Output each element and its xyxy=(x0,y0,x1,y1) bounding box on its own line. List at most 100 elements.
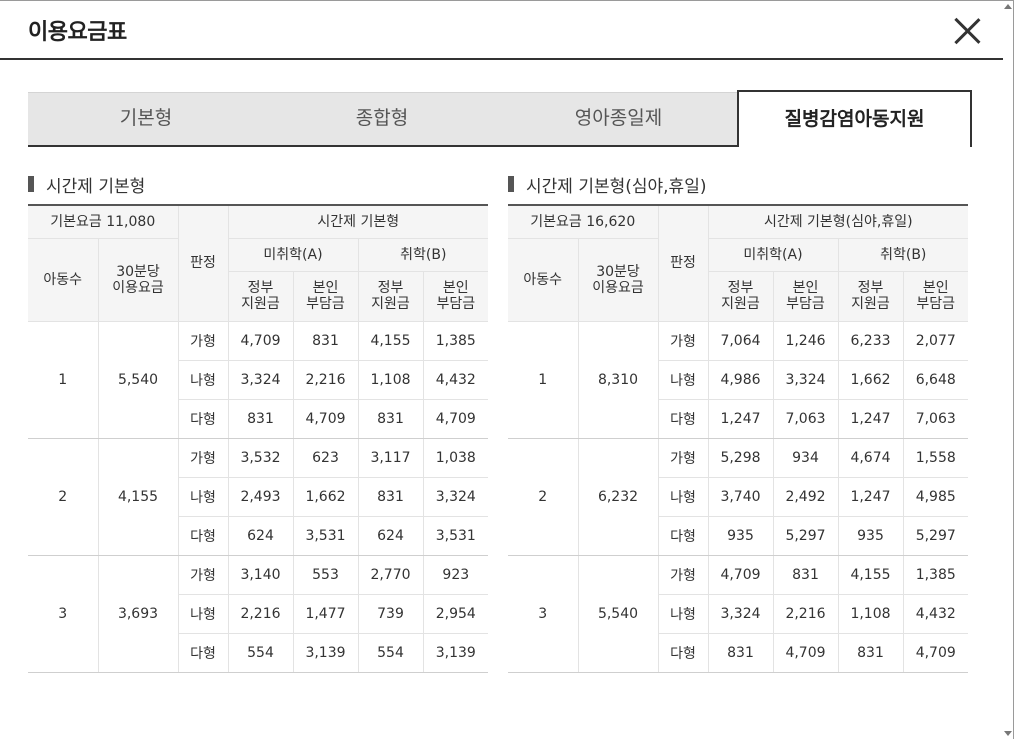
col-header-self-pay: 본인 부담금 xyxy=(902,271,968,322)
section-title-night-holiday: 시간제 기본형(심야,휴일) xyxy=(508,172,706,197)
cell-school-self: 1,385 xyxy=(902,555,968,595)
cell-preschool-self: 3,139 xyxy=(292,633,358,673)
col-header-self-pay: 본인 부담금 xyxy=(772,271,838,322)
cell-preschool-self: 1,477 xyxy=(292,594,358,634)
cell-school-gov: 831 xyxy=(837,633,903,673)
scroll-down-icon[interactable] xyxy=(1004,731,1012,736)
table-row: 2 4,155 가형 3,532 623 3,117 1,038 xyxy=(28,438,489,556)
cell-preschool-gov: 831 xyxy=(707,633,773,673)
col-header-preschool: 미취학(A) xyxy=(707,238,838,272)
cell-preschool-self: 4,709 xyxy=(292,399,358,439)
cell-grade: 나형 xyxy=(657,477,708,517)
cell-preschool-gov: 4,709 xyxy=(707,555,773,595)
cell-preschool-self: 553 xyxy=(292,555,358,595)
close-icon[interactable] xyxy=(951,15,983,47)
cell-preschool-gov: 3,740 xyxy=(707,477,773,517)
cell-grade: 가형 xyxy=(657,555,708,595)
cell-preschool-gov: 624 xyxy=(227,516,293,556)
col-header-school: 취학(B) xyxy=(837,238,968,272)
cell-school-self: 4,432 xyxy=(422,360,489,400)
tab-infant-fullday[interactable]: 영아종일제 xyxy=(574,107,663,129)
cell-school-gov: 1,662 xyxy=(837,360,903,400)
base-fee-label: 기본요금 16,620 xyxy=(508,204,658,239)
dialog-header: 이용요금표 xyxy=(0,1,1003,60)
cell-school-self: 4,709 xyxy=(902,633,968,673)
cell-grade: 다형 xyxy=(177,399,228,439)
table-row: 다형 1,247 7,063 1,247 7,063 xyxy=(508,399,968,439)
cell-school-gov: 831 xyxy=(357,477,423,517)
table-row: 3 5,540 가형 4,709 831 4,155 1,385 xyxy=(508,555,968,673)
table-row: 나형 2,493 1,662 831 3,324 xyxy=(28,477,489,517)
cell-grade: 가형 xyxy=(177,321,228,361)
cell-school-gov: 1,247 xyxy=(837,477,903,517)
cell-preschool-gov: 2,216 xyxy=(227,594,293,634)
tab-sick-child-support[interactable]: 질병감염아동지원 xyxy=(737,90,972,147)
cell-rate: 5,540 xyxy=(577,555,658,673)
table-row: 1 8,310 가형 7,064 1,246 6,233 2,077 xyxy=(508,321,968,439)
cell-school-gov: 624 xyxy=(357,516,423,556)
cell-preschool-self: 3,531 xyxy=(292,516,358,556)
col-header-judgement: 판정 xyxy=(177,204,228,322)
fee-table-night-holiday: 기본요금 16,620 판정 시간제 기본형(심야,휴일) 아동수 30분당 이용요금 미… xyxy=(508,204,968,673)
cell-grade: 나형 xyxy=(177,360,228,400)
col-header-judgement: 판정 xyxy=(657,204,708,322)
cell-preschool-self: 2,216 xyxy=(772,594,838,634)
section-title-basic: 시간제 기본형 xyxy=(28,172,145,197)
cell-children: 3 xyxy=(508,555,578,673)
tab-basic[interactable]: 기본형 xyxy=(119,107,173,129)
table-row: 2 6,232 가형 5,298 934 4,674 1,558 xyxy=(508,438,968,556)
cell-school-self: 2,077 xyxy=(902,321,968,361)
cell-school-self: 1,038 xyxy=(422,438,489,478)
col-header-gov-subsidy: 정부 지원금 xyxy=(357,271,423,322)
cell-grade: 가형 xyxy=(177,555,228,595)
cell-grade: 가형 xyxy=(657,321,708,361)
fee-table-basic: 기본요금 11,080 판정 시간제 기본형 아동수 30분당 이용요금 미취학(A) 취학… xyxy=(28,204,489,673)
tab-comprehensive[interactable]: 종합형 xyxy=(355,107,409,129)
cell-preschool-gov: 935 xyxy=(707,516,773,556)
cell-preschool-gov: 3,324 xyxy=(707,594,773,634)
cell-school-gov: 6,233 xyxy=(837,321,903,361)
table-row: 다형 624 3,531 624 3,531 xyxy=(28,516,489,556)
base-fee-label: 기본요금 11,080 xyxy=(28,204,178,239)
cell-rate: 4,155 xyxy=(97,438,178,556)
col-header-self-pay: 본인 부담금 xyxy=(422,271,489,322)
cell-rate: 8,310 xyxy=(577,321,658,439)
scroll-up-icon[interactable] xyxy=(1004,4,1012,9)
table-row: 다형 554 3,139 554 3,139 xyxy=(28,633,489,673)
cell-preschool-gov: 3,532 xyxy=(227,438,293,478)
cell-preschool-self: 4,709 xyxy=(772,633,838,673)
cell-preschool-self: 3,324 xyxy=(772,360,838,400)
table-row: 다형 831 4,709 831 4,709 xyxy=(508,633,968,673)
cell-school-self: 2,954 xyxy=(422,594,489,634)
col-header-gov-subsidy: 정부 지원금 xyxy=(707,271,773,322)
cell-preschool-self: 5,297 xyxy=(772,516,838,556)
cell-preschool-self: 1,662 xyxy=(292,477,358,517)
cell-preschool-gov: 2,493 xyxy=(227,477,293,517)
cell-school-self: 923 xyxy=(422,555,489,595)
cell-school-gov: 4,155 xyxy=(357,321,423,361)
cell-grade: 나형 xyxy=(657,594,708,634)
col-header-children: 아동수 xyxy=(508,238,578,322)
cell-preschool-gov: 5,298 xyxy=(707,438,773,478)
cell-grade: 가형 xyxy=(657,438,708,478)
cell-school-self: 1,385 xyxy=(422,321,489,361)
cell-rate: 6,232 xyxy=(577,438,658,556)
col-header-gov-subsidy: 정부 지원금 xyxy=(837,271,903,322)
cell-grade: 다형 xyxy=(657,633,708,673)
cell-grade: 나형 xyxy=(657,360,708,400)
col-header-preschool: 미취학(A) xyxy=(227,238,358,272)
dialog-title: 이용요금표 xyxy=(28,20,127,45)
cell-preschool-self: 934 xyxy=(772,438,838,478)
table-row: 나형 3,740 2,492 1,247 4,985 xyxy=(508,477,968,517)
cell-school-gov: 1,108 xyxy=(837,594,903,634)
cell-grade: 다형 xyxy=(177,516,228,556)
cell-grade: 나형 xyxy=(177,594,228,634)
cell-preschool-gov: 554 xyxy=(227,633,293,673)
tab-bar-background xyxy=(28,92,737,147)
cell-children: 1 xyxy=(508,321,578,439)
cell-preschool-gov: 4,709 xyxy=(227,321,293,361)
table-row: 다형 831 4,709 831 4,709 xyxy=(28,399,489,439)
cell-school-self: 3,324 xyxy=(422,477,489,517)
cell-school-gov: 4,674 xyxy=(837,438,903,478)
col-header-gov-subsidy: 정부 지원금 xyxy=(227,271,293,322)
